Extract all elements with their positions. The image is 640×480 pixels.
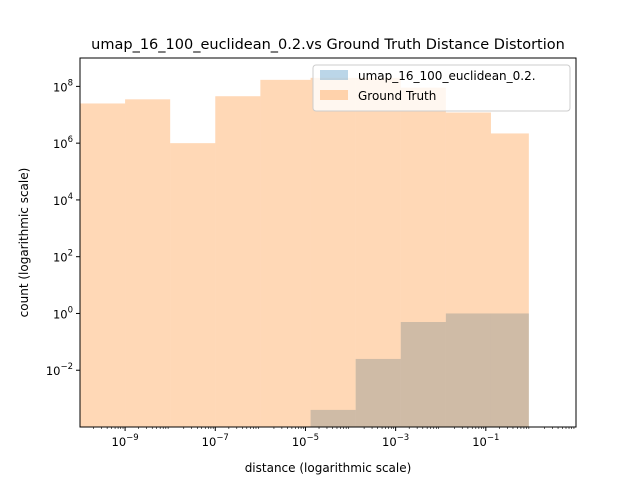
x-tick-label: 10−9 bbox=[112, 433, 139, 449]
chart-title: umap_16_100_euclidean_0.2.vs Ground Trut… bbox=[91, 37, 565, 53]
x-axis-label: distance (logarithmic scale) bbox=[245, 461, 412, 475]
y-tick-label: 108 bbox=[53, 78, 73, 94]
histogram-bar bbox=[260, 79, 311, 427]
histogram-bar bbox=[445, 313, 529, 427]
y-tick-label: 100 bbox=[53, 305, 73, 321]
legend-swatch bbox=[320, 70, 348, 80]
legend-label: umap_16_100_euclidean_0.2. bbox=[358, 69, 536, 83]
legend-swatch bbox=[320, 90, 348, 100]
histogram-bar bbox=[170, 143, 216, 427]
plot-frame bbox=[79, 57, 577, 428]
histogram-bar bbox=[400, 87, 446, 428]
x-tick-label: 10−5 bbox=[292, 433, 319, 449]
histogram-bar bbox=[355, 358, 401, 427]
y-tick-label: 10−2 bbox=[46, 362, 73, 378]
histogram-bar bbox=[80, 103, 126, 428]
histogram-bar bbox=[445, 112, 491, 427]
y-axis-label: count (logarithmic scale) bbox=[17, 168, 31, 318]
series-1 bbox=[80, 77, 529, 428]
histogram-bar bbox=[125, 99, 171, 428]
y-tick-label: 106 bbox=[53, 135, 73, 151]
x-tick-label: 10−1 bbox=[472, 433, 499, 449]
y-tick-label: 102 bbox=[53, 249, 73, 265]
x-axis: 10−9 10−7 10−5 10−3 10−1 bbox=[93, 427, 575, 449]
y-tick-label: 104 bbox=[53, 192, 73, 208]
histogram-bar bbox=[490, 133, 529, 427]
series-0 bbox=[310, 313, 529, 427]
histogram-bar bbox=[215, 96, 261, 428]
plot-area bbox=[80, 77, 529, 428]
legend-box bbox=[312, 64, 571, 112]
x-tick-label: 10−3 bbox=[382, 433, 409, 449]
histogram-bar bbox=[400, 322, 446, 427]
y-axis: 10−2 100 102 104 106 108 bbox=[46, 78, 80, 378]
histogram-bar bbox=[355, 77, 401, 427]
legend-label: Ground Truth bbox=[358, 89, 436, 103]
histogram-bar bbox=[310, 409, 356, 427]
x-tick-label: 10−7 bbox=[202, 433, 229, 449]
histogram-bar bbox=[310, 77, 356, 427]
legend: umap_16_100_euclidean_0.2. Ground Truth bbox=[312, 64, 571, 112]
